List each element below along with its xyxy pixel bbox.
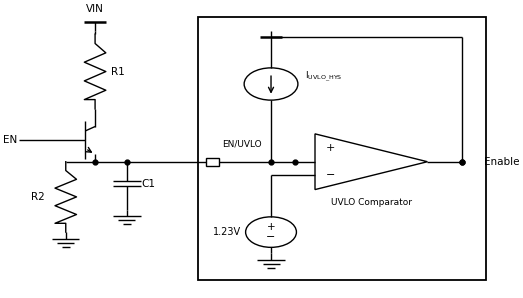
Text: −: − — [326, 170, 335, 180]
Bar — [206, 158, 219, 166]
Text: −: − — [266, 232, 276, 242]
Text: I$_{\mathregular{UVLO\_HYS}}$: I$_{\mathregular{UVLO\_HYS}}$ — [305, 69, 343, 84]
Text: C1: C1 — [142, 179, 155, 189]
Text: EN: EN — [3, 135, 17, 145]
Text: Enable: Enable — [484, 157, 519, 167]
Text: VIN: VIN — [86, 4, 104, 14]
Text: UVLO Comparator: UVLO Comparator — [331, 198, 412, 207]
Text: 1.23V: 1.23V — [212, 227, 241, 237]
Text: +: + — [326, 143, 335, 153]
Bar — [198, 17, 486, 280]
Text: R1: R1 — [111, 66, 124, 77]
Text: R2: R2 — [30, 192, 44, 202]
Text: EN/UVLO: EN/UVLO — [222, 139, 262, 148]
Text: +: + — [267, 222, 275, 232]
